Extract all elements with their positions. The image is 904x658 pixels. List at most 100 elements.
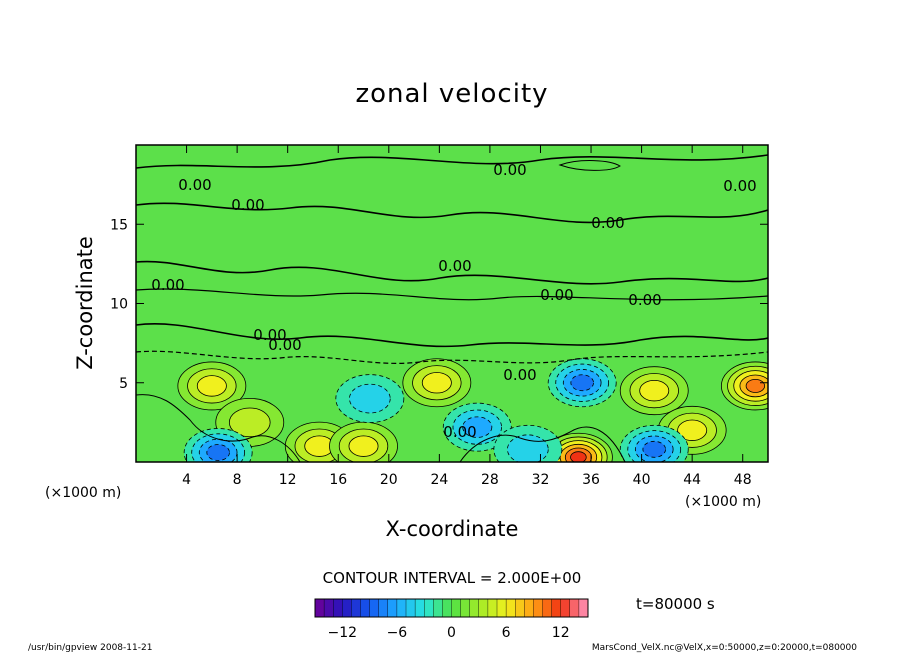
y-tick-label: 10	[110, 297, 128, 313]
contour-label: 0.00	[591, 214, 624, 232]
contour-lines	[136, 154, 768, 462]
x-tick-label: 36	[582, 472, 600, 488]
x-tick-label: 48	[734, 472, 752, 488]
x-tick-label: 44	[683, 472, 701, 488]
colorbar-bin	[505, 598, 516, 618]
x-tick-label: 32	[532, 472, 550, 488]
contour-label: 0.00	[151, 276, 184, 294]
field-feature	[677, 419, 708, 441]
colorbar-tick-label: 12	[552, 625, 570, 641]
contour-label: 0.00	[493, 161, 526, 179]
x-left-unit-label: (×1000 m)	[45, 485, 121, 501]
contour-line	[136, 288, 768, 301]
contour-label: 0.00	[253, 326, 286, 344]
x-axis-ticks: 4 8 12 16 20 24 28 32 36 40 44 48	[182, 145, 752, 488]
contour-label: 0.00	[723, 177, 756, 195]
colorbar-bin	[360, 598, 371, 618]
colorbar-bin	[351, 598, 361, 618]
x-tick-label: 4	[182, 472, 191, 488]
colorbar-bin	[342, 598, 352, 618]
colorbar-bin	[314, 598, 325, 618]
field-feature	[745, 378, 766, 393]
colorbar-bin	[460, 598, 471, 618]
colorbar-bin	[578, 598, 589, 618]
colorbar-bin	[396, 598, 407, 618]
field-feature	[642, 440, 666, 458]
y-axis-label: Z-coordinate	[73, 236, 97, 370]
field-feature	[196, 375, 227, 397]
colorbar-bin	[424, 598, 434, 618]
contour-label: 0.00	[443, 423, 476, 441]
colorbar-bin	[369, 598, 380, 618]
contour-label: 0.00	[503, 366, 536, 384]
colorbar-tick-label: 6	[502, 625, 511, 641]
colorbar-tick-label: 0	[447, 625, 456, 641]
colorbar-bin	[387, 598, 398, 618]
x-tick-label: 40	[633, 472, 651, 488]
x-tick-label: 20	[380, 472, 398, 488]
field-feature	[507, 434, 549, 462]
field-feature	[228, 407, 271, 438]
footer-right: MarsCond_VelX.nc@VelX,x=0:50000,z=0:2000…	[592, 643, 857, 653]
contour-line	[136, 323, 768, 348]
colorbar-tick-label: −6	[387, 625, 408, 641]
field-feature	[639, 379, 670, 402]
colorbar-tick-label: −12	[328, 625, 358, 641]
x-right-unit-label: (×1000 m)	[685, 494, 761, 510]
x-axis-label: X-coordinate	[386, 517, 519, 541]
contour-label: 0.00	[540, 286, 573, 304]
footer-left: /usr/bin/gpview 2008-11-21	[28, 643, 152, 653]
field-feature	[570, 451, 587, 462]
contour-line	[136, 350, 768, 364]
contour-label: 0.00	[231, 196, 264, 214]
colorbar-bin	[323, 598, 334, 618]
colorbar-bin	[515, 598, 525, 618]
contour-line	[136, 154, 768, 169]
contour-label: 0.00	[268, 336, 301, 354]
x-tick-label: 16	[329, 472, 347, 488]
colorbar-bin	[542, 598, 553, 618]
colorbar-bin	[378, 598, 389, 618]
contour-label-layer: 0.000.000.000.000.000.00 0.000.000.000.00…	[151, 161, 756, 441]
y-tick-label: 15	[110, 217, 128, 233]
colorbar-bin	[451, 598, 462, 618]
colorbar-bin	[478, 598, 489, 618]
y-tick-label: 5	[119, 376, 128, 392]
x-tick-label: 28	[481, 472, 499, 488]
colorbar-bin	[569, 598, 580, 618]
contour-line	[136, 394, 301, 462]
colorbar-ticks: −12 −6 0 6 12	[328, 625, 570, 641]
chart-title: zonal velocity	[355, 79, 548, 109]
colorbar-bin	[496, 598, 507, 618]
colorbar	[314, 598, 589, 618]
field-feature	[348, 435, 379, 457]
colorbar-bin	[560, 598, 571, 618]
field-feature	[570, 374, 594, 392]
contour-line	[459, 426, 626, 462]
field-feature	[462, 416, 493, 438]
colorbar-bin	[524, 598, 534, 618]
contour-line	[136, 260, 768, 285]
contour-line	[558, 160, 621, 171]
x-tick-label: 12	[279, 472, 297, 488]
x-tick-label: 24	[430, 472, 448, 488]
field-feature	[206, 444, 230, 461]
colorbar-bin	[487, 598, 498, 618]
colorbar-bin	[533, 598, 544, 618]
field-feature	[349, 383, 391, 414]
contour-label: 0.00	[628, 291, 661, 309]
field-features	[177, 358, 768, 462]
colorbar-bin	[551, 598, 562, 618]
velocity-field: 0.000.000.000.000.000.00 0.000.000.000.00…	[136, 145, 768, 462]
y-axis-ticks: 5 10 15	[110, 217, 768, 392]
contour-line	[136, 202, 768, 224]
contour-label: 0.00	[178, 176, 211, 194]
colorbar-bin	[333, 598, 343, 618]
contour-interval-text: CONTOUR INTERVAL = 2.000E+00	[323, 569, 582, 587]
colorbar-bin	[442, 598, 452, 618]
colorbar-bin	[433, 598, 443, 618]
colorbar-bin	[405, 598, 416, 618]
colorbar-frame	[314, 598, 589, 618]
